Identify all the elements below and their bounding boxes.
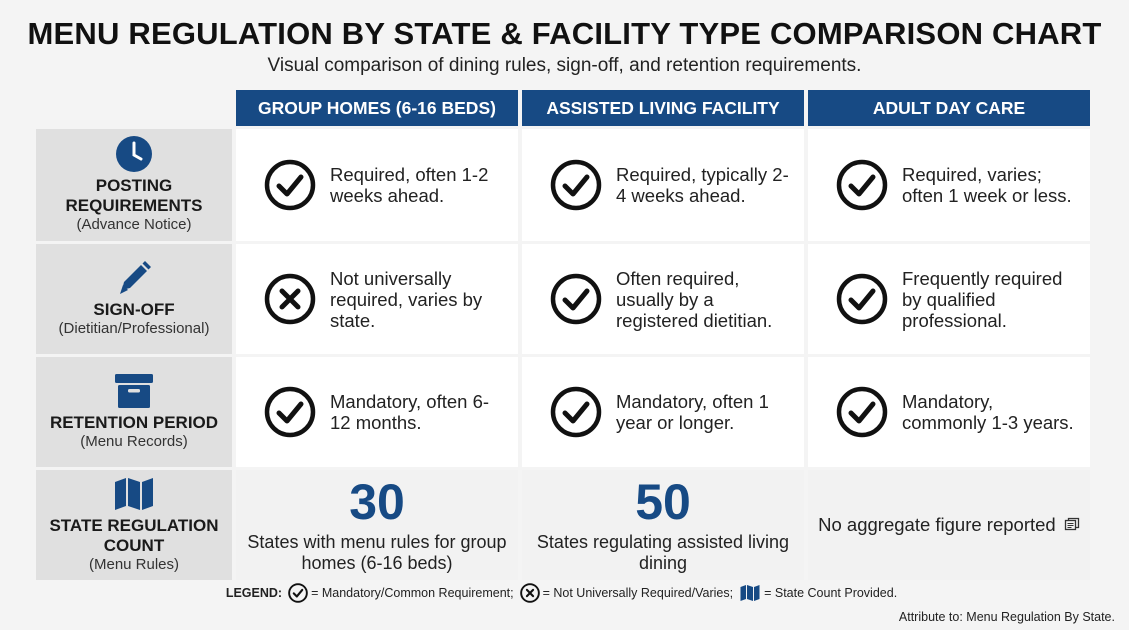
state-count-caption: States with menu rules for group homes (… [247,532,507,573]
state-count-number: 50 [635,474,691,530]
no-figure-text: No aggregate figure reported [818,514,1080,536]
row-header-state-count: STATE REGULATION COUNT (Menu Rules) [36,470,232,580]
row-title: POSTING REQUIREMENTS [65,176,203,215]
clock-icon [115,136,153,172]
page-title: MENU REGULATION BY STATE & FACILITY TYPE… [27,16,1102,51]
map-icon [113,476,155,512]
row-subtitle: (Dietitian/Professional) [58,320,210,337]
cell-text: Mandatory, often 1 year or longer. [616,391,769,433]
column-header-group-homes: GROUP HOMES (6-16 BEDS) [236,90,518,126]
table-cell: No aggregate figure reported [808,470,1090,580]
no-figure-label: No aggregate figure reported [818,514,1056,535]
check-circle-icon [836,386,888,438]
cell-text: Required, often 1-2 weeks ahead. [330,164,489,206]
cell-text: Mandatory, often 6-12 months. [330,391,490,433]
row-title: STATE REGULATION COUNT [49,516,219,555]
legend-item-text: = State Count Provided. [764,586,898,600]
column-header-assisted-living: ASSISTED LIVING FACILITY [522,90,804,126]
cell-text: Required, typically 2-4 weeks ahead. [616,164,789,206]
column-header-adult-day-care: ADULT DAY CARE [808,90,1090,126]
row-header-retention: RETENTION PERIOD (Menu Records) [36,357,232,467]
check-circle-icon [264,386,316,438]
row-title: RETENTION PERIOD [49,413,219,432]
check-circle-icon [550,273,602,325]
x-circle-icon [519,583,540,603]
cell-text: Frequently required by qualified profess… [902,267,1063,331]
legend-label: LEGEND: [225,586,283,600]
attribution: Attribute to: Menu Regulation By State. [898,610,1115,624]
table-cell: Mandatory, often 1 year or longer. [522,357,804,467]
table-cell: Mandatory, commonly 1-3 years. [808,357,1090,467]
check-circle-icon [264,159,316,211]
pen-icon [114,260,154,296]
legend-item-text: = Not Universally Required/Varies; [542,586,734,600]
check-circle-icon [550,159,602,211]
state-count-caption: States regulating assisted living dining [536,532,790,573]
row-title: SIGN-OFF [93,300,175,319]
row-subtitle: (Menu Records) [80,433,188,450]
cell-text: Required, varies; often 1 week or less. [902,164,1072,206]
legend-item-text: = Mandatory/Common Requirement; [311,586,514,600]
row-header-sign-off: SIGN-OFF (Dietitian/Professional) [36,244,232,354]
table-cell: 30 States with menu rules for group home… [236,470,518,580]
table-cell: 50 States regulating assisted living din… [522,470,804,580]
table-cell: Mandatory, often 6-12 months. [236,357,518,467]
x-circle-icon [264,273,316,325]
map-icon [739,584,761,602]
cell-text: Often required, usually by a registered … [616,267,773,331]
table-cell: Often required, usually by a registered … [522,244,804,354]
note-icon [1064,517,1080,531]
check-circle-icon [836,273,888,325]
archive-box-icon [113,373,155,409]
comparison-table: GROUP HOMES (6-16 BEDS) ASSISTED LIVING … [36,90,1090,580]
table-cell: Frequently required by qualified profess… [808,244,1090,354]
legend: LEGEND: = Mandatory/Common Requirement; … [0,583,1129,603]
cell-text: Mandatory, commonly 1-3 years. [902,391,1074,433]
check-circle-icon [836,159,888,211]
table-cell: Required, varies; often 1 week or less. [808,129,1090,241]
cell-text: Not universally required, varies by stat… [330,267,483,331]
check-circle-icon [550,386,602,438]
check-circle-icon [288,583,308,603]
table-corner [36,90,232,126]
row-header-posting: POSTING REQUIREMENTS (Advance Notice) [36,129,232,241]
state-count-number: 30 [349,474,405,530]
page-subtitle: Visual comparison of dining rules, sign-… [267,55,862,76]
table-cell: Not universally required, varies by stat… [236,244,518,354]
table-cell: Required, typically 2-4 weeks ahead. [522,129,804,241]
row-subtitle: (Advance Notice) [76,216,192,233]
row-subtitle: (Menu Rules) [88,556,180,573]
table-cell: Required, often 1-2 weeks ahead. [236,129,518,241]
